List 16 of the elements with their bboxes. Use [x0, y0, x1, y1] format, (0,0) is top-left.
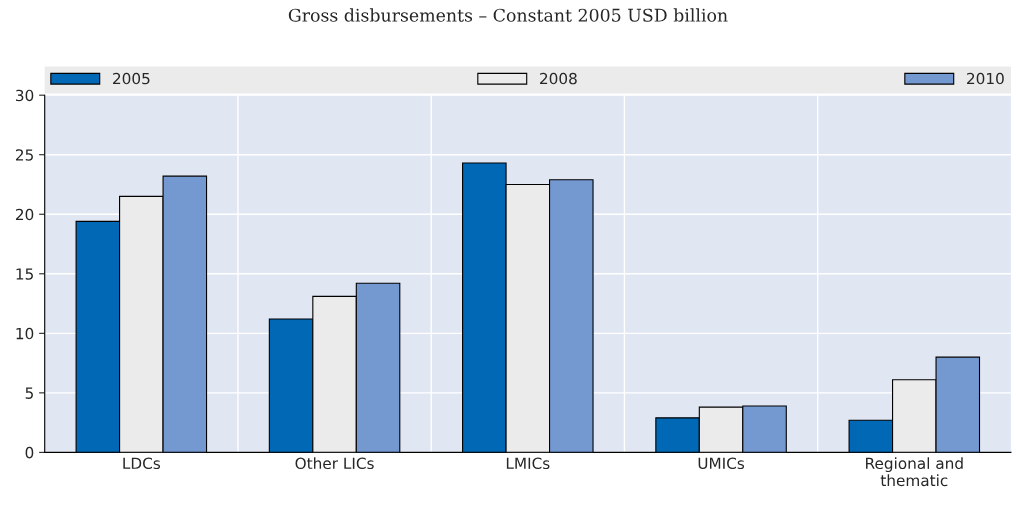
legend-label: 2005 — [113, 72, 150, 85]
y-tick-label: 25 — [15, 149, 33, 161]
y-tick-label: 0 — [25, 446, 34, 459]
x-tick-label: LMICs — [506, 457, 550, 470]
y-tick-label: 20 — [15, 208, 34, 221]
legend-label: 2010 — [967, 72, 1004, 85]
x-tick-label: Regional and thematic — [866, 457, 963, 487]
x-tick-label: Other LICs — [295, 457, 374, 470]
x-tick-label: UMICs — [698, 457, 745, 470]
y-tick-label: 10 — [16, 327, 34, 340]
y-tick-label: 5 — [25, 387, 33, 399]
x-tick-label: LDCs — [123, 457, 161, 470]
y-tick-label: 15 — [16, 268, 33, 280]
chart-title: Gross disbursements – Constant 2005 USD billion — [288, 8, 728, 22]
y-tick-label: 30 — [16, 89, 34, 102]
legend-label: 2008 — [540, 72, 577, 85]
